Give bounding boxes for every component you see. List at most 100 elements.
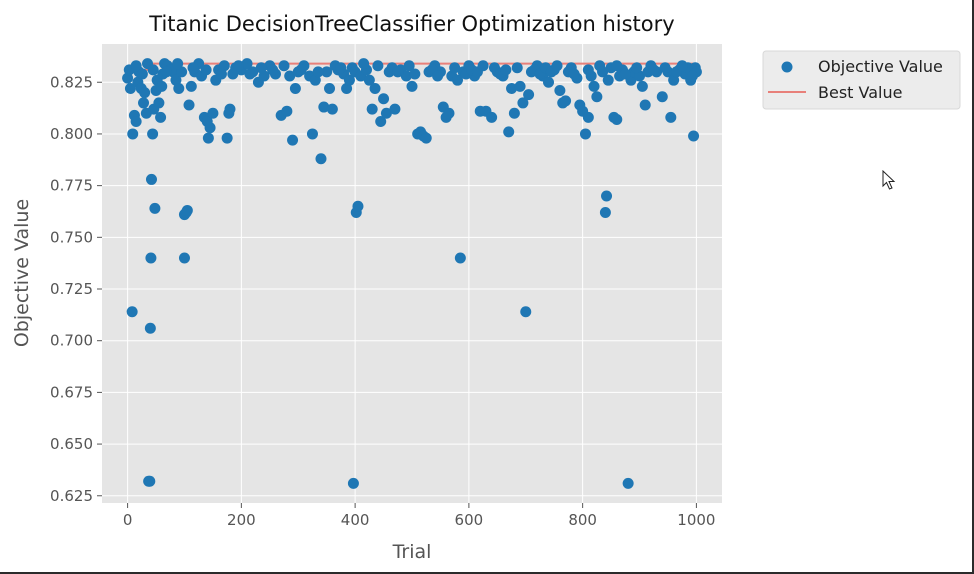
legend-objective-marker [781, 61, 793, 73]
objective-point [591, 91, 603, 103]
legend-best-label: Best Value [818, 83, 902, 102]
objective-point [145, 252, 157, 264]
objective-point [207, 107, 219, 119]
objective-point [215, 68, 227, 80]
objective-point [443, 107, 455, 119]
objective-point [636, 80, 648, 92]
objective-point [312, 66, 324, 78]
objective-point [126, 306, 138, 318]
objective-point [295, 64, 307, 76]
objective-point [582, 111, 594, 123]
objective-point [601, 190, 613, 202]
objective-point [622, 477, 634, 489]
objective-point [124, 82, 136, 94]
objective-point [144, 475, 156, 487]
objective-point [511, 62, 523, 74]
y-tick-label: 0.650 [50, 435, 93, 453]
objective-point [281, 105, 293, 117]
objective-point [611, 60, 623, 72]
objective-point [506, 82, 518, 94]
objective-point [634, 70, 646, 82]
objective-point [155, 111, 167, 123]
objective-point [343, 74, 355, 86]
objective-point [369, 82, 381, 94]
objective-point [400, 70, 412, 82]
objective-point [599, 207, 611, 219]
x-tick-label: 400 [341, 511, 370, 529]
objective-point [688, 130, 700, 142]
y-tick-label: 0.725 [50, 280, 93, 298]
objective-point [160, 66, 172, 78]
objective-point [335, 62, 347, 74]
objective-point [324, 82, 336, 94]
objective-point [187, 62, 199, 74]
objective-point [543, 76, 555, 88]
objective-point [568, 68, 580, 80]
objective-point [173, 82, 185, 94]
objective-point [244, 68, 256, 80]
mouse-pointer-icon [882, 170, 896, 190]
objective-point [372, 60, 384, 72]
x-axis-label: Trial [392, 541, 432, 563]
objective-point [452, 74, 464, 86]
y-tick-label: 0.700 [50, 332, 93, 350]
objective-point [403, 60, 415, 72]
objective-point [588, 80, 600, 92]
objective-point [375, 116, 387, 128]
objective-point [378, 93, 390, 105]
objective-point [153, 97, 165, 109]
objective-point [500, 64, 512, 76]
x-tick-label: 0 [123, 511, 133, 529]
objective-point [347, 477, 359, 489]
x-ticks: 0 200 400 600 800 1000 [123, 503, 715, 529]
objective-point [318, 101, 330, 113]
objective-point [611, 113, 623, 125]
x-tick-label: 200 [227, 511, 256, 529]
y-tick-label: 0.750 [50, 228, 93, 246]
objective-point [523, 89, 535, 101]
objective-point [185, 80, 197, 92]
objective-point [486, 111, 498, 123]
objective-point [602, 74, 614, 86]
objective-point [582, 64, 594, 76]
objective-point [156, 80, 168, 92]
objective-point [202, 132, 214, 144]
objective-point [579, 128, 591, 140]
objective-point [278, 60, 290, 72]
objective-point [139, 87, 151, 99]
objective-point [181, 204, 193, 216]
objective-point [147, 64, 159, 76]
objective-point [138, 97, 150, 109]
plot-area [102, 44, 722, 503]
objective-point [221, 132, 233, 144]
objective-point [454, 252, 466, 264]
objective-point [255, 62, 267, 74]
objective-point [145, 173, 157, 185]
y-tick-label: 0.775 [50, 177, 93, 195]
objective-point [352, 200, 364, 212]
objective-point [172, 58, 184, 70]
x-tick-label: 600 [455, 511, 484, 529]
objective-point [508, 107, 520, 119]
objective-point [619, 68, 631, 80]
legend-objective-label: Objective Value [818, 57, 943, 76]
objective-point [432, 70, 444, 82]
objective-point [392, 66, 404, 78]
objective-point [306, 128, 318, 140]
objective-point [341, 82, 353, 94]
objective-point [363, 74, 375, 86]
y-axis-label: Objective Value [11, 199, 33, 347]
objective-point [178, 252, 190, 264]
objective-point [326, 103, 338, 115]
objective-point [639, 99, 651, 111]
objective-point [147, 128, 159, 140]
objective-point [130, 60, 142, 72]
objective-point [258, 70, 270, 82]
objective-point [130, 116, 142, 128]
objective-point [648, 64, 660, 76]
legend-box [762, 50, 961, 110]
objective-point [686, 70, 698, 82]
objective-point [176, 66, 188, 78]
